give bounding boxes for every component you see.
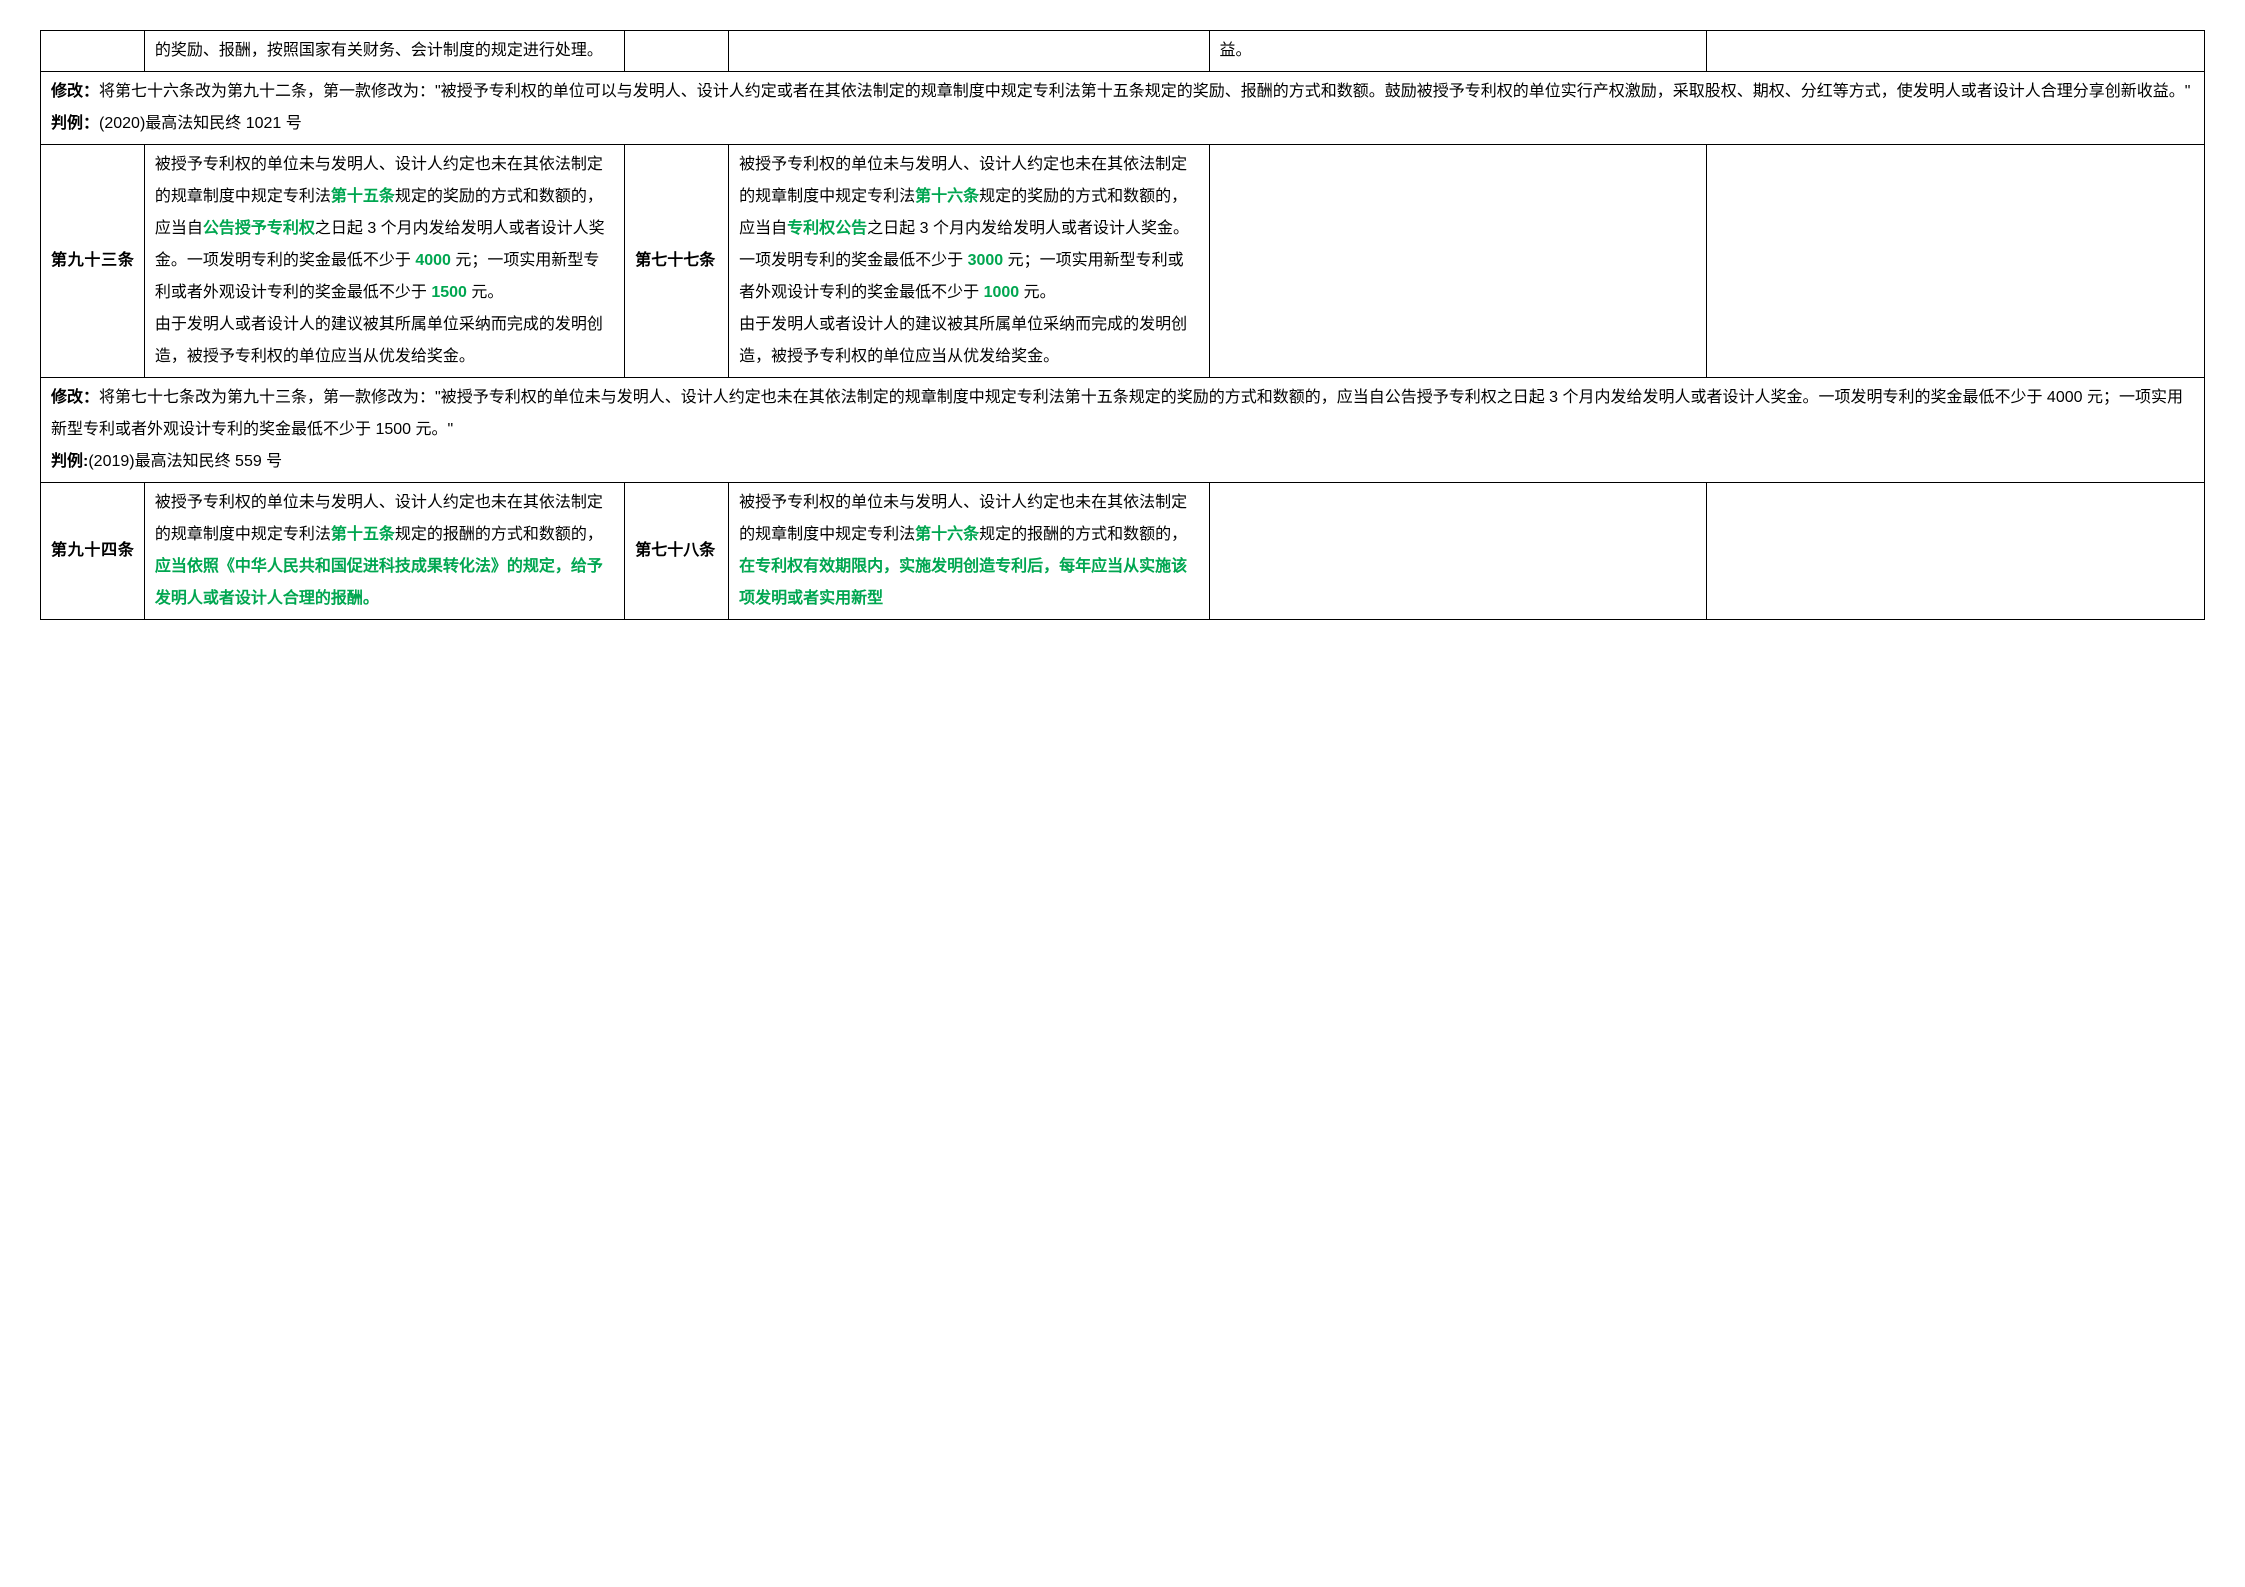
- highlight-green: 第十五条: [331, 188, 395, 205]
- highlight-green: 专利权公告: [787, 220, 867, 237]
- article-number: 第七十八条: [625, 483, 729, 620]
- cell-empty: [41, 31, 145, 72]
- text-span: 由于发明人或者设计人的建议被其所属单位采纳而完成的发明创造，被授予专利权的单位应…: [155, 316, 603, 365]
- mod-label: 修改：: [51, 83, 99, 100]
- highlight-green: 应当依照《中华人民共和国促进科技成果转化法》的规定，给予发明人或者设计人合理的报…: [155, 558, 603, 607]
- case-text: (2019)最高法知民终 559 号: [88, 453, 282, 470]
- table-row: 的奖励、报酬，按照国家有关财务、会计制度的规定进行处理。 益。: [41, 31, 2205, 72]
- text-span: 元。: [467, 284, 503, 301]
- highlight-green: 第十六条: [915, 526, 979, 543]
- cell-text: 益。: [1209, 31, 1707, 72]
- text-span: 由于发明人或者设计人的建议被其所属单位采纳而完成的发明创造，被授予专利权的单位应…: [739, 316, 1187, 365]
- article-number: 第九十四条: [41, 483, 145, 620]
- case-text: (2020)最高法知民终 1021 号: [99, 115, 302, 132]
- text-span: 规定的报酬的方式和数额的，: [395, 526, 603, 543]
- cell-text: 被授予专利权的单位未与发明人、设计人约定也未在其依法制定的规章制度中规定专利法第…: [729, 483, 1209, 620]
- highlight-green: 1500: [431, 284, 467, 301]
- table-row-merged: 修改：将第七十七条改为第九十三条，第一款修改为："被授予专利权的单位未与发明人、…: [41, 378, 2205, 483]
- cell-text: 被授予专利权的单位未与发明人、设计人约定也未在其依法制定的规章制度中规定专利法第…: [144, 483, 624, 620]
- case-label: 判例:: [51, 453, 88, 470]
- highlight-green: 4000: [415, 252, 451, 269]
- highlight-green: 在专利权有效期限内，实施发明创造专利后，每年应当从实施该项发明或者实用新型: [739, 558, 1187, 607]
- cell-empty: [625, 31, 729, 72]
- cell-empty: [1707, 483, 2205, 620]
- cell-text: 的奖励、报酬，按照国家有关财务、会计制度的规定进行处理。: [144, 31, 624, 72]
- table-row-merged: 修改：将第七十六条改为第九十二条，第一款修改为："被授予专利权的单位可以与发明人…: [41, 72, 2205, 145]
- mod-label: 修改：: [51, 389, 99, 406]
- modification-cell: 修改：将第七十六条改为第九十二条，第一款修改为："被授予专利权的单位可以与发明人…: [41, 72, 2205, 145]
- highlight-green: 1000: [984, 284, 1020, 301]
- text-span: 元。: [1019, 284, 1055, 301]
- highlight-green: 3000: [968, 252, 1004, 269]
- cell-text: 被授予专利权的单位未与发明人、设计人约定也未在其依法制定的规章制度中规定专利法第…: [729, 145, 1209, 378]
- article-number: 第七十七条: [625, 145, 729, 378]
- mod-text: 将第七十六条改为第九十二条，第一款修改为："被授予专利权的单位可以与发明人、设计…: [99, 83, 2190, 100]
- modification-cell: 修改：将第七十七条改为第九十三条，第一款修改为："被授予专利权的单位未与发明人、…: [41, 378, 2205, 483]
- table-row: 第九十三条 被授予专利权的单位未与发明人、设计人约定也未在其依法制定的规章制度中…: [41, 145, 2205, 378]
- cell-empty: [1707, 145, 2205, 378]
- cell-empty: [729, 31, 1209, 72]
- highlight-green: 第十六条: [915, 188, 979, 205]
- comparison-table: 的奖励、报酬，按照国家有关财务、会计制度的规定进行处理。 益。 修改：将第七十六…: [40, 30, 2205, 620]
- mod-text: 将第七十七条改为第九十三条，第一款修改为："被授予专利权的单位未与发明人、设计人…: [51, 389, 2183, 438]
- highlight-green: 第十五条: [331, 526, 395, 543]
- cell-empty: [1707, 31, 2205, 72]
- article-number: 第九十三条: [41, 145, 145, 378]
- cell-empty: [1209, 145, 1707, 378]
- highlight-green: 公告授予专利权: [203, 220, 315, 237]
- cell-text: 被授予专利权的单位未与发明人、设计人约定也未在其依法制定的规章制度中规定专利法第…: [144, 145, 624, 378]
- cell-empty: [1209, 483, 1707, 620]
- text-span: 规定的报酬的方式和数额的，: [979, 526, 1187, 543]
- case-label: 判例：: [51, 115, 99, 132]
- table-row: 第九十四条 被授予专利权的单位未与发明人、设计人约定也未在其依法制定的规章制度中…: [41, 483, 2205, 620]
